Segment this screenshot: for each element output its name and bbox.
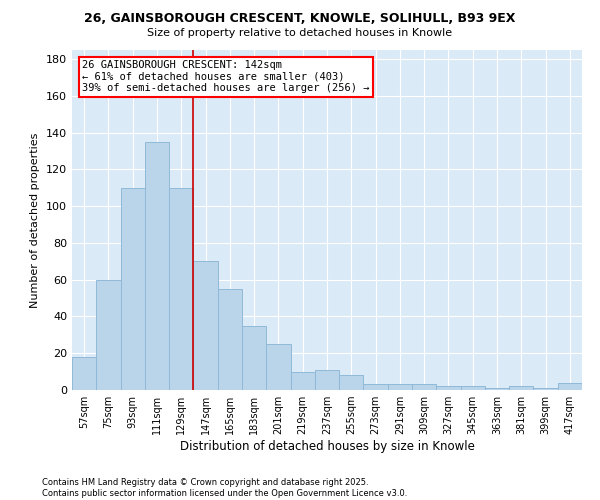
Bar xyxy=(266,344,290,390)
Bar xyxy=(169,188,193,390)
Bar xyxy=(72,357,96,390)
Text: Size of property relative to detached houses in Knowle: Size of property relative to detached ho… xyxy=(148,28,452,38)
Bar xyxy=(533,388,558,390)
Bar xyxy=(242,326,266,390)
Bar xyxy=(412,384,436,390)
Bar xyxy=(96,280,121,390)
Bar xyxy=(218,289,242,390)
Bar xyxy=(485,388,509,390)
Bar xyxy=(436,386,461,390)
Y-axis label: Number of detached properties: Number of detached properties xyxy=(31,132,40,308)
Bar xyxy=(364,384,388,390)
Bar xyxy=(315,370,339,390)
Text: 26, GAINSBOROUGH CRESCENT, KNOWLE, SOLIHULL, B93 9EX: 26, GAINSBOROUGH CRESCENT, KNOWLE, SOLIH… xyxy=(85,12,515,26)
Bar xyxy=(339,376,364,390)
Bar xyxy=(145,142,169,390)
Text: 26 GAINSBOROUGH CRESCENT: 142sqm
← 61% of detached houses are smaller (403)
39% : 26 GAINSBOROUGH CRESCENT: 142sqm ← 61% o… xyxy=(82,60,370,94)
Bar xyxy=(558,382,582,390)
Bar xyxy=(388,384,412,390)
Bar xyxy=(509,386,533,390)
Bar xyxy=(121,188,145,390)
Text: Contains HM Land Registry data © Crown copyright and database right 2025.
Contai: Contains HM Land Registry data © Crown c… xyxy=(42,478,407,498)
X-axis label: Distribution of detached houses by size in Knowle: Distribution of detached houses by size … xyxy=(179,440,475,453)
Bar xyxy=(290,372,315,390)
Bar xyxy=(193,262,218,390)
Bar xyxy=(461,386,485,390)
